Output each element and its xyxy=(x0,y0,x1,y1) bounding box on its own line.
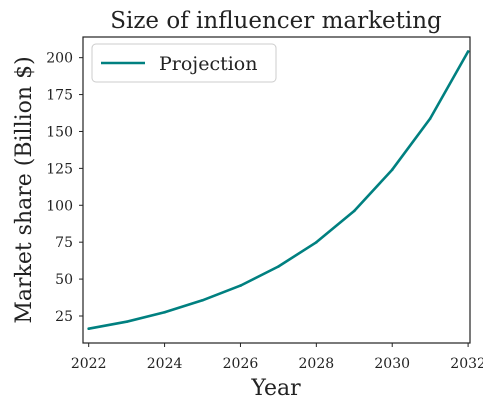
plot-frame xyxy=(82,36,471,344)
data-point xyxy=(201,299,204,302)
x-axis-ticks: 2022 2024 2026 2028 2030 2032 xyxy=(71,343,483,372)
chart-title: Size of influencer marketing xyxy=(110,8,442,34)
x-tick-label: 2024 xyxy=(147,356,183,372)
data-point xyxy=(353,209,356,213)
x-tick-label: 2026 xyxy=(223,356,259,372)
legend-label-projection: Projection xyxy=(159,53,257,75)
data-point xyxy=(277,265,280,268)
x-tick-label: 2030 xyxy=(374,356,410,372)
x-axis-label: Year xyxy=(250,376,301,401)
x-tick-label: 2032 xyxy=(450,356,483,372)
data-point xyxy=(315,241,318,244)
y-tick-label: 50 xyxy=(55,272,73,288)
x-tick-label: 2028 xyxy=(299,356,335,372)
data-point xyxy=(466,50,470,53)
y-tick-label: 25 xyxy=(55,309,73,325)
series-line-projection xyxy=(87,50,470,330)
y-tick-label: 150 xyxy=(46,124,73,140)
y-axis-ticks: 25 50 75 100 125 150 175 200 xyxy=(46,51,83,325)
data-point xyxy=(239,284,242,287)
series-layer xyxy=(87,50,470,331)
data-point xyxy=(428,117,432,120)
legend-box xyxy=(91,43,277,83)
y-tick-label: 200 xyxy=(46,51,73,67)
y-tick-label: 125 xyxy=(46,161,73,177)
y-tick-label: 100 xyxy=(46,198,73,214)
x-tick-label: 2022 xyxy=(71,356,107,372)
legend: Projection xyxy=(91,43,277,83)
y-tick-label: 75 xyxy=(55,235,73,251)
data-point xyxy=(390,168,394,171)
y-tick-label: 175 xyxy=(46,88,73,104)
data-point xyxy=(163,311,166,314)
y-axis-label: Market share (Billion $) xyxy=(12,56,37,323)
data-point xyxy=(87,327,90,331)
data-point xyxy=(125,320,128,324)
